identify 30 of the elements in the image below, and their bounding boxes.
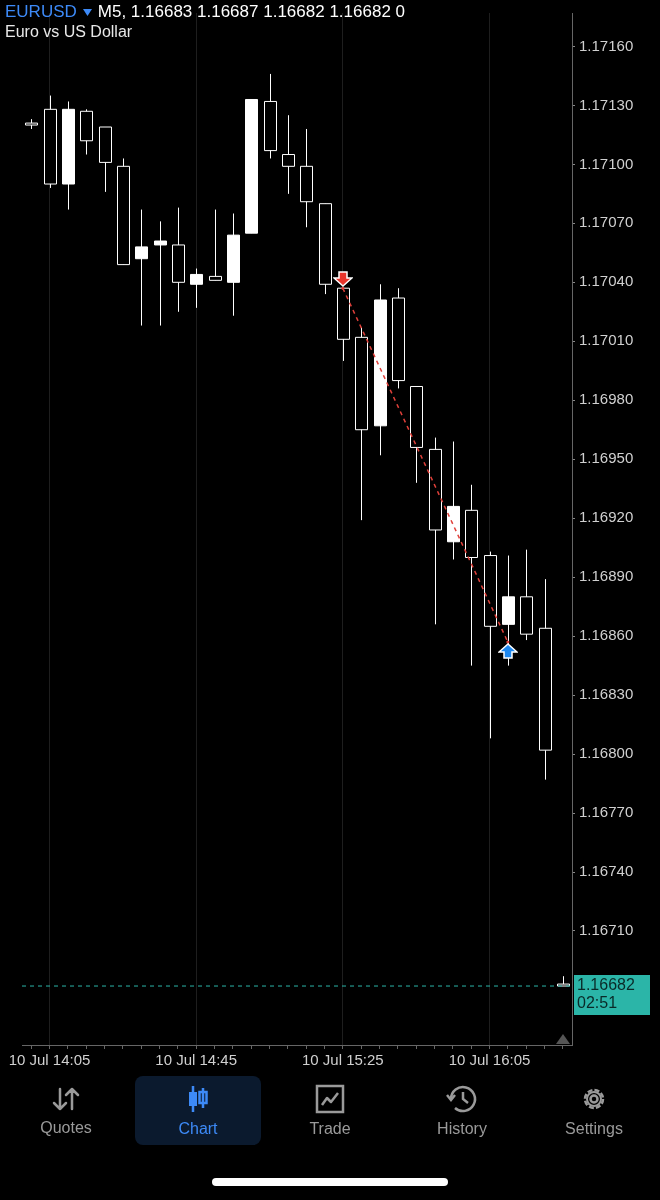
text: History (437, 1119, 487, 1138)
y-tick-label: 1.16890 (579, 567, 634, 585)
candlestick (282, 114, 295, 195)
y-tick-label: 1.16710 (579, 921, 634, 939)
chart-title: EURUSD (5, 2, 77, 22)
y-tick-label: 1.17040 (579, 272, 634, 290)
text: Quotes (40, 1118, 92, 1137)
text: Trade (309, 1119, 351, 1138)
y-tick-label: 1.16920 (579, 508, 634, 526)
y-tick-label: 1.16770 (579, 803, 634, 821)
y-tick-label: 1.16830 (579, 685, 634, 703)
y-tick-label: 1.17130 (579, 95, 634, 113)
text: Chart (178, 1119, 218, 1138)
x-tick-label: 10 Jul 14:05 (8, 1051, 91, 1069)
y-tick-label: 1.16860 (579, 626, 634, 644)
ref-line-label: 1.16682 02:51 (577, 976, 635, 1012)
y-tick-label: 1.17100 (579, 154, 634, 172)
text: Euro vs US Dollar (5, 23, 133, 41)
x-tick-label: 10 Jul 16:05 (448, 1051, 531, 1069)
y-tick-label: 1.17160 (579, 36, 634, 54)
y-tick-label: 1.16740 (579, 862, 634, 880)
y-tick-label: 1.16950 (579, 449, 634, 467)
y-tick-label: 1.16980 (579, 390, 634, 408)
annotation: M5, 1.16683 1.16687 1.16682 1.16682 0 (97, 2, 406, 22)
y-tick-label: 1.17010 (579, 331, 634, 349)
y-tick-label: 1.16800 (579, 744, 634, 762)
x-tick-label: 10 Jul 15:25 (301, 1051, 384, 1069)
x-tick-label: 10 Jul 14:45 (155, 1051, 238, 1069)
text: Settings (565, 1119, 623, 1138)
y-tick-label: 1.17070 (579, 213, 634, 231)
